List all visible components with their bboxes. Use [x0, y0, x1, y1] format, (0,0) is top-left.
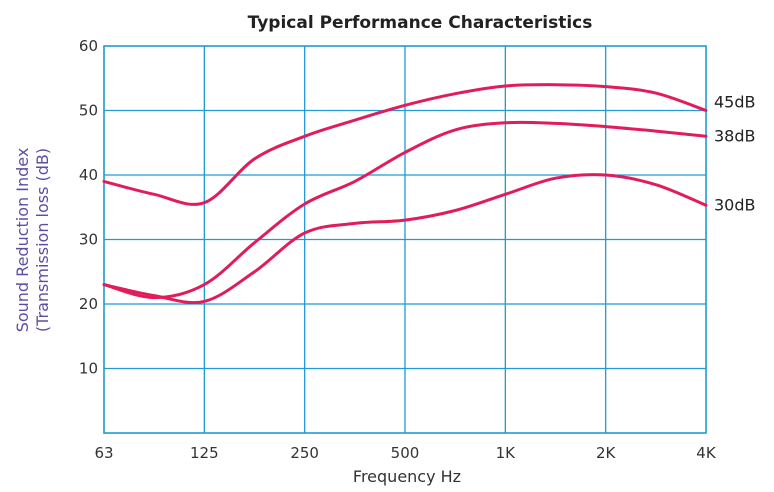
y-axis-label-line1: Sound Reduction Index [13, 148, 32, 333]
series-line-30db [102, 173, 708, 305]
series-labels: 45dB 38dB 30dB [714, 93, 756, 215]
x-tick-label: 4K [696, 444, 717, 462]
x-tick-label: 250 [290, 444, 319, 462]
y-tick-label: 20 [79, 295, 98, 313]
x-tick-label: 1K [496, 444, 517, 462]
series-lines [102, 83, 708, 305]
x-tick-label: 125 [190, 444, 219, 462]
y-tick-label: 10 [79, 360, 98, 378]
y-tick-label: 60 [79, 37, 98, 55]
series-line-38db [102, 120, 708, 300]
x-tick-label: 2K [596, 444, 617, 462]
series-line-45db [102, 83, 708, 206]
series-label-38db: 38dB [714, 126, 756, 145]
series-label-45db: 45dB [714, 93, 756, 112]
y-tick-label: 50 [79, 102, 98, 120]
x-tick-label: 500 [391, 444, 420, 462]
series-label-30db: 30dB [714, 195, 756, 214]
x-axis-ticks: 63 125 250 500 1K 2K 4K [94, 444, 716, 462]
y-tick-label: 40 [79, 166, 98, 184]
y-axis-label-line2: (Transmission loss (dB) [33, 148, 52, 332]
y-axis-ticks: 10 20 30 40 50 60 [79, 37, 98, 378]
x-tick-label: 63 [94, 444, 113, 462]
x-axis-label: Frequency Hz [353, 467, 461, 486]
chart-title: Typical Performance Characteristics [248, 13, 593, 33]
y-tick-label: 30 [79, 231, 98, 249]
